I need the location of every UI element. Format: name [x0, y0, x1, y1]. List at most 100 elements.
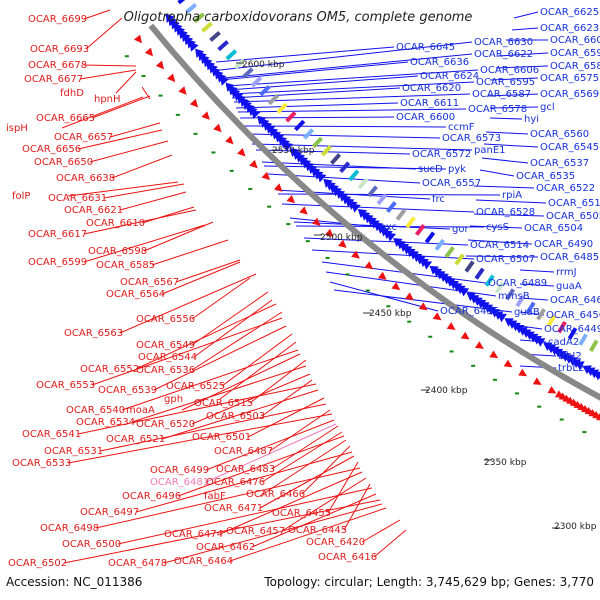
forward-gene-label[interactable]: OCAR_6563 — [64, 328, 123, 339]
forward-gene-label[interactable]: gph — [164, 394, 183, 405]
forward-gene-label[interactable]: OCAR_6549 — [136, 340, 195, 351]
forward-gene-label[interactable]: OCAR_6500 — [62, 539, 121, 550]
forward-gene-label[interactable]: OCAR_6585 — [96, 260, 155, 271]
reverse-gene-label[interactable]: OCAR_6560 — [530, 129, 589, 140]
reverse-gene-label[interactable]: OCAR_6456 — [546, 310, 600, 321]
reverse-gene-label[interactable]: cadA2 — [548, 337, 579, 348]
reverse-gene-label[interactable]: OCAR_6511 — [548, 198, 600, 209]
forward-gene-label[interactable]: OCAR_6455 — [272, 508, 331, 519]
reverse-gene-label[interactable]: gor — [452, 224, 469, 235]
reverse-gene-label[interactable]: OCAR_6587 — [472, 89, 531, 100]
forward-gene-label[interactable]: OCAR_6474 — [164, 529, 223, 540]
forward-gene-label[interactable]: OCAR_6541 — [22, 429, 81, 440]
forward-gene-label[interactable]: OCAR_6610 — [86, 218, 145, 229]
reverse-gene-label[interactable]: OCAR_6645 — [396, 42, 455, 53]
forward-gene-label[interactable]: OCAR_6445 — [288, 525, 347, 536]
reverse-gene-label[interactable]: guaB — [514, 307, 540, 318]
reverse-gene-label[interactable]: panE1 — [474, 145, 506, 156]
forward-gene-label[interactable]: OCAR_6497 — [80, 507, 139, 518]
forward-gene-label[interactable]: OCAR_6650 — [34, 157, 93, 168]
forward-gene-label[interactable]: OCAR_6540 — [66, 405, 125, 416]
forward-gene-label[interactable]: OCAR_6515 — [194, 398, 253, 409]
reverse-gene-label[interactable]: OCAR_6625 — [540, 7, 599, 18]
reverse-gene-label[interactable]: ccmF — [448, 122, 475, 133]
forward-gene-label[interactable]: OCAR_6520 — [136, 419, 195, 430]
reverse-gene-label[interactable]: OCAR_6575 — [540, 73, 599, 84]
forward-gene-label[interactable]: OCAR_6656 — [22, 144, 81, 155]
highlighted-gene-label[interactable]: OCAR_6481 — [150, 477, 209, 488]
reverse-gene-label[interactable]: cysS — [486, 222, 509, 233]
forward-gene-label[interactable]: folP — [12, 191, 30, 202]
reverse-gene-label[interactable]: OCAR_6490 — [534, 239, 593, 250]
forward-gene-label[interactable]: fabF — [204, 491, 226, 502]
reverse-gene-label[interactable]: OCAR_6595 — [476, 77, 535, 88]
reverse-gene-label[interactable]: OCAR_6630 — [474, 37, 533, 48]
forward-gene-label[interactable]: OCAR_6466 — [246, 489, 305, 500]
forward-gene-label[interactable]: OCAR_6531 — [44, 446, 103, 457]
forward-gene-label[interactable]: OCAR_6457 — [226, 526, 285, 537]
reverse-gene-label[interactable]: OCAR_6557 — [422, 178, 481, 189]
forward-gene-label[interactable]: OCAR_6621 — [64, 205, 123, 216]
reverse-gene-label[interactable]: OCAR_6569 — [540, 89, 599, 100]
forward-gene-label[interactable]: OCAR_6599 — [28, 257, 87, 268]
forward-gene-label[interactable]: OCAR_6699 — [28, 14, 87, 25]
forward-gene-label[interactable]: OCAR_6487 — [214, 446, 273, 457]
forward-gene-label[interactable]: OCAR_6476 — [206, 477, 265, 488]
forward-gene-label[interactable]: OCAR_6567 — [120, 277, 179, 288]
forward-gene-label[interactable]: OCAR_6503 — [206, 411, 265, 422]
forward-gene-label[interactable]: OCAR_6499 — [150, 465, 209, 476]
reverse-gene-label[interactable]: trbJ2 — [558, 351, 582, 362]
reverse-gene-label[interactable]: OCAR_6611 — [400, 98, 459, 109]
reverse-gene-label[interactable]: OCAR_6537 — [530, 158, 589, 169]
reverse-gene-label[interactable]: OCAR_6572 — [412, 149, 471, 160]
reverse-gene-label[interactable]: OCAR_6624 — [420, 71, 479, 82]
forward-gene-label[interactable]: OCAR_6693 — [30, 44, 89, 55]
reverse-gene-label[interactable]: sucD — [418, 164, 443, 175]
forward-gene-label[interactable]: fdhD — [60, 88, 84, 99]
forward-gene-label[interactable]: OCAR_6501 — [192, 432, 251, 443]
forward-gene-label[interactable]: OCAR_6471 — [204, 503, 263, 514]
forward-gene-label[interactable]: OCAR_6553 — [36, 380, 95, 391]
forward-gene-label[interactable]: OCAR_6665 — [36, 113, 95, 124]
forward-gene-label[interactable]: OCAR_6677 — [24, 74, 83, 85]
reverse-gene-label[interactable]: OCAR_6603 — [550, 35, 600, 46]
reverse-gene-label[interactable]: trbL2 — [558, 363, 584, 374]
forward-gene-label[interactable]: OCAR_6416 — [318, 552, 377, 563]
forward-gene-label[interactable]: OCAR_6536 — [136, 365, 195, 376]
forward-gene-label[interactable]: OCAR_6496 — [122, 491, 181, 502]
reverse-gene-label[interactable]: OCAR_6514 — [470, 240, 529, 251]
reverse-gene-label[interactable]: rpiA — [502, 190, 522, 201]
reverse-gene-label[interactable]: OCAR_6485 — [540, 252, 599, 263]
reverse-gene-label[interactable]: OCAR_6489 — [488, 278, 547, 289]
reverse-gene-label[interactable]: OCAR_6600 — [396, 112, 455, 123]
reverse-gene-label[interactable]: OCAR_6622 — [474, 49, 533, 60]
forward-gene-label[interactable]: OCAR_6483 — [216, 464, 275, 475]
reverse-gene-label[interactable]: OCAR_6522 — [536, 183, 595, 194]
forward-gene-label[interactable]: OCAR_6464 — [174, 556, 233, 567]
forward-gene-label[interactable]: OCAR_6502 — [8, 558, 67, 569]
forward-gene-label[interactable]: OCAR_6678 — [28, 60, 87, 71]
forward-gene-label[interactable]: OCAR_6544 — [138, 352, 197, 363]
forward-gene-label[interactable]: OCAR_6564 — [106, 289, 165, 300]
forward-gene-label[interactable]: OCAR_6478 — [108, 558, 167, 569]
reverse-gene-label[interactable]: OCAR_6505 — [546, 211, 600, 222]
reverse-gene-label[interactable]: OCAR_6606 — [480, 65, 539, 76]
forward-gene-label[interactable]: OCAR_6498 — [40, 523, 99, 534]
forward-gene-label[interactable]: moaA — [126, 405, 155, 416]
reverse-gene-label[interactable]: OCAR_6528 — [476, 207, 535, 218]
reverse-gene-label[interactable]: OCAR_6578 — [468, 104, 527, 115]
reverse-gene-label[interactable]: pyk — [448, 164, 466, 175]
reverse-gene-label[interactable]: OCAR_6495 — [440, 306, 499, 317]
forward-gene-label[interactable]: hpnH — [94, 94, 121, 105]
forward-gene-label[interactable]: OCAR_6533 — [12, 458, 71, 469]
reverse-gene-label[interactable]: OCAR_6620 — [402, 83, 461, 94]
reverse-gene-label[interactable]: OCAR_6535 — [516, 171, 575, 182]
forward-gene-label[interactable]: OCAR_6631 — [48, 193, 107, 204]
forward-gene-label[interactable]: ispH — [6, 123, 28, 134]
forward-gene-label[interactable]: OCAR_6638 — [56, 173, 115, 184]
forward-gene-label[interactable]: OCAR_6534 — [76, 417, 135, 428]
reverse-gene-label[interactable]: OCAR_6545 — [540, 142, 599, 153]
forward-gene-label[interactable]: OCAR_6462 — [196, 542, 255, 553]
forward-gene-label[interactable]: OCAR_6657 — [54, 132, 113, 143]
reverse-gene-label[interactable]: rrmJ — [556, 267, 577, 278]
